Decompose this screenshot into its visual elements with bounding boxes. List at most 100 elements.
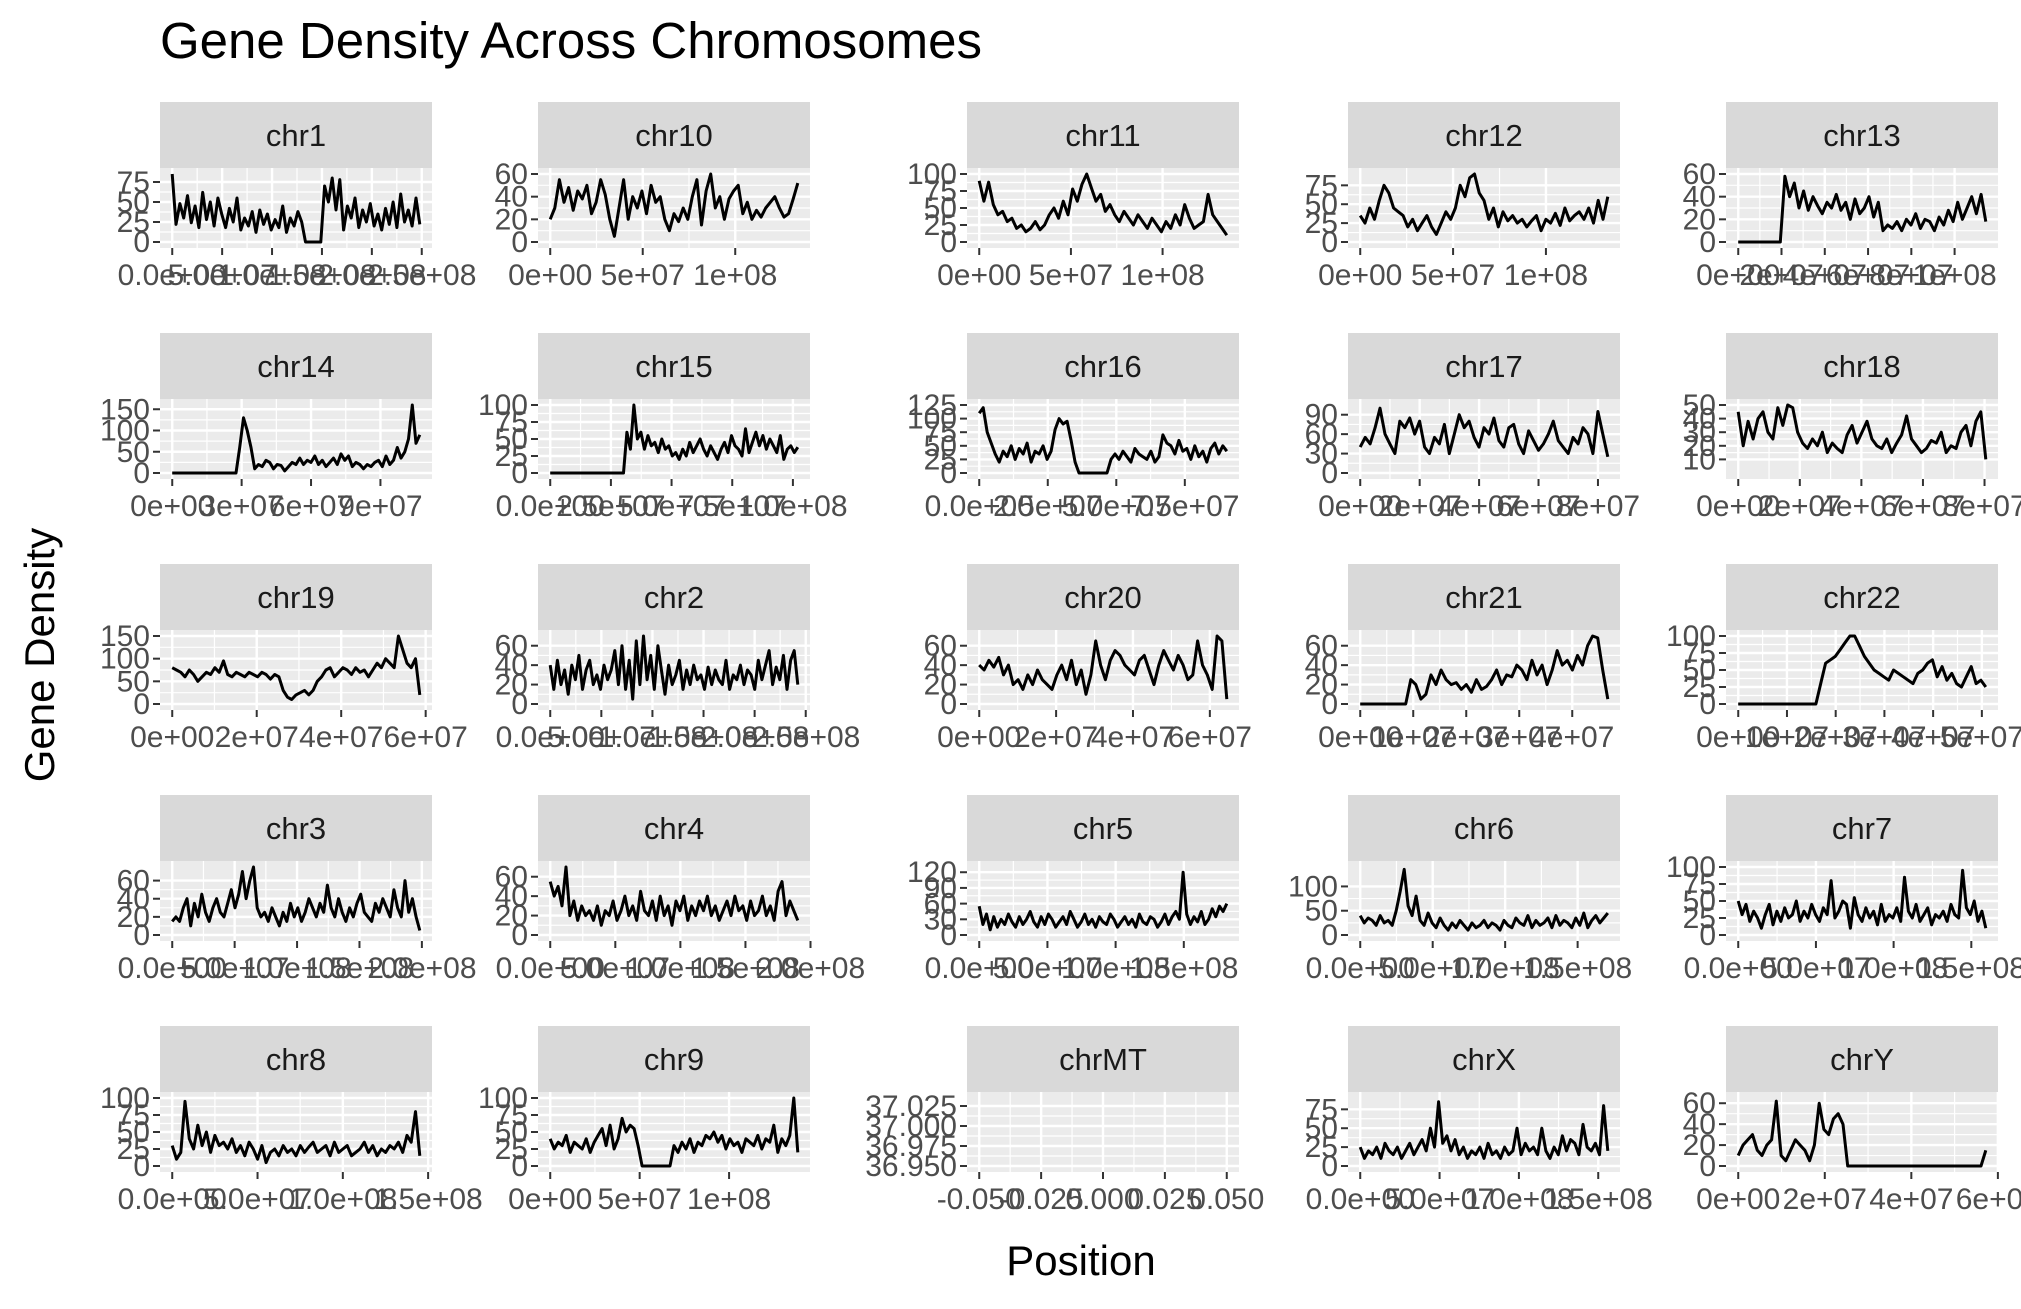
y-tick-label: 75: [1683, 637, 1716, 670]
density-line-chr7: [1736, 868, 1988, 930]
y-tick-label: 50: [1305, 1112, 1338, 1145]
x-tick-label: 4e+07: [1437, 490, 1521, 523]
y-tick-label: 60: [495, 861, 528, 894]
x-tick-label: 7.5e+07: [678, 490, 787, 523]
y-tick-label: 0: [511, 226, 528, 259]
facet-strip: [967, 333, 1239, 399]
density-line-chr22: [1738, 634, 1988, 706]
plot-background: [160, 399, 432, 479]
density-line-chr3: [171, 865, 422, 931]
x-tick-label: 0.0e+00: [496, 721, 605, 754]
facet-strip-label: chr17: [1445, 349, 1523, 384]
x-tick-label: 2.5e+07: [993, 490, 1102, 523]
x-tick-label: 1e+08: [1912, 259, 1996, 292]
plot-background: [1348, 630, 1620, 710]
facet-strip-label: chrY: [1830, 1042, 1894, 1077]
y-tick-label: 60: [1305, 418, 1338, 451]
y-tick-label: 50: [924, 430, 957, 463]
facet-strip: [160, 564, 432, 630]
facet-strip-label: chrX: [1452, 1042, 1516, 1077]
y-tick-label: 30: [1305, 438, 1338, 471]
x-tick-label: 1.5e+08: [1129, 952, 1238, 985]
y-tick-label: 0: [511, 688, 528, 721]
y-tick-label: 100: [1666, 851, 1716, 884]
density-line-chr11: [977, 172, 1229, 237]
facet-strip-label: chr19: [257, 580, 335, 615]
facet-strip-label: chr12: [1445, 118, 1523, 153]
facet-strip-label: chrMT: [1059, 1042, 1147, 1077]
density-line-chr8: [170, 1099, 422, 1165]
y-tick-label: 0: [1321, 1150, 1338, 1183]
x-tick-label: 2e+07: [1794, 721, 1878, 754]
facet-strip: [1726, 795, 1998, 861]
facet-strip-label: chr4: [644, 811, 704, 846]
x-tick-label: 0.0e+00: [118, 952, 227, 985]
x-tick-label: 1.5e+08: [649, 721, 758, 754]
facet-strip-label: chr6: [1454, 811, 1514, 846]
facet-strip-label: chr11: [1065, 118, 1140, 153]
x-tick-label: 1e+08: [1120, 259, 1204, 292]
y-axis-label: Gene Density: [16, 528, 63, 782]
y-tick-label: 0: [1321, 226, 1338, 259]
facet-strip-label: chr3: [266, 811, 326, 846]
y-tick-label: 20: [495, 900, 528, 933]
x-tick-label: 1.0e+08: [217, 259, 326, 292]
x-tick-label: 1.0e+08: [242, 952, 351, 985]
y-tick-label: 40: [1683, 403, 1716, 436]
plot-background: [1348, 861, 1620, 941]
x-tick-label: 5.0e+07: [993, 952, 1102, 985]
y-tick-label: 50: [117, 665, 150, 698]
facet-strip-label: chr5: [1073, 811, 1133, 846]
x-tick-label: 0.0e+00: [118, 1183, 227, 1216]
y-tick-label: 75: [495, 1099, 528, 1132]
y-tick-label: 20: [495, 669, 528, 702]
x-tick-label: 6e+07: [269, 490, 353, 523]
x-tick-label: 6e+07: [1826, 259, 1910, 292]
x-tick-label: 4e+07: [1891, 721, 1975, 754]
x-tick-label: 2.5e+07: [556, 490, 665, 523]
x-tick-label: 5.0e+07: [1385, 1183, 1494, 1216]
x-tick-label: 0e+00: [1696, 721, 1780, 754]
y-tick-label: 0: [940, 688, 957, 721]
x-tick-label: 6e+07: [384, 721, 468, 754]
facet-strip: [1726, 1026, 1998, 1092]
density-line-chr1: [170, 173, 422, 244]
y-tick-label: 37.000: [865, 1110, 957, 1143]
x-tick-label: 1.0e+08: [626, 952, 735, 985]
y-tick-label: 25: [1683, 671, 1716, 704]
facet-strip-label: chr10: [635, 118, 713, 153]
plot-background: [1348, 168, 1620, 248]
x-tick-label: 3e+07: [1842, 721, 1926, 754]
y-tick-label: 120: [907, 856, 957, 889]
facet-strip-label: chr9: [644, 1042, 704, 1077]
x-tick-label: 2e+07: [1014, 721, 1098, 754]
x-tick-label: 0.0e+00: [1684, 952, 1793, 985]
y-tick-label: 40: [1683, 1108, 1716, 1141]
x-tick-label: 0.0e+00: [925, 952, 1034, 985]
y-tick-label: 0: [511, 919, 528, 952]
y-tick-label: 20: [1683, 203, 1716, 236]
x-tick-label: 2.0e+08: [367, 952, 476, 985]
y-tick-label: 0: [1699, 226, 1716, 259]
x-tick-label: 2e+07: [215, 721, 299, 754]
x-tick-label: 1e+08: [693, 259, 777, 292]
x-tick-label: 1e+08: [1504, 259, 1588, 292]
x-tick-label: 4e+07: [1869, 1183, 1953, 1216]
density-line-chr13: [1738, 174, 1988, 244]
y-tick-label: 90: [924, 872, 957, 905]
density-line-chr16: [977, 406, 1229, 475]
x-tick-label: 6e+07: [1956, 1183, 2021, 1216]
y-tick-label: 0: [133, 226, 150, 259]
plot-background: [538, 861, 810, 941]
y-tick-label: 60: [1683, 1087, 1716, 1120]
y-tick-label: 100: [100, 415, 150, 448]
